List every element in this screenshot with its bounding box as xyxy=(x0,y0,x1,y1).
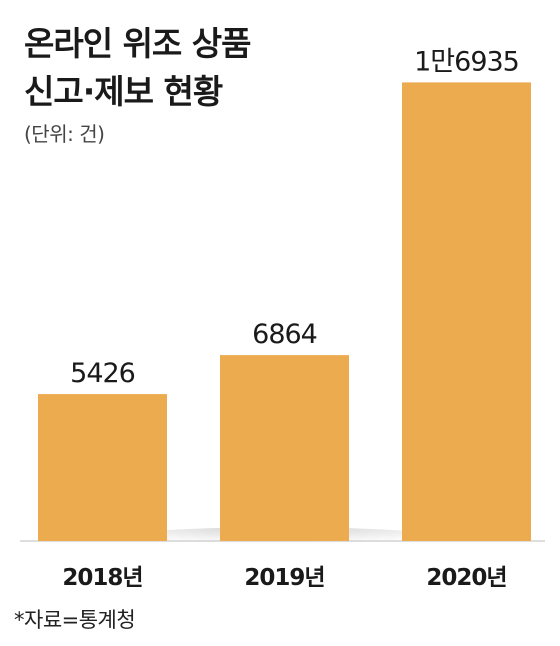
value-label-3: 1만6935 xyxy=(414,46,519,77)
chart-title-line-2: 신고·제보 현황 xyxy=(24,72,223,111)
category-label-2: 2019년 xyxy=(244,565,324,591)
category-label-3: 2020년 xyxy=(426,565,506,591)
chart-title: 온라인 위조 상품 신고·제보 현황 xyxy=(24,20,384,116)
bar-3 xyxy=(402,82,531,541)
bar-2 xyxy=(220,355,349,541)
category-label-1: 2018년 xyxy=(62,565,142,591)
bar-1 xyxy=(38,394,167,541)
unit-label: (단위: 건) xyxy=(24,122,105,146)
source-note: *자료=통계청 xyxy=(14,608,136,632)
value-label-2: 6864 xyxy=(252,319,317,350)
value-label-1: 5426 xyxy=(70,358,135,389)
chart-title-line-1: 온라인 위조 상품 xyxy=(24,24,252,63)
